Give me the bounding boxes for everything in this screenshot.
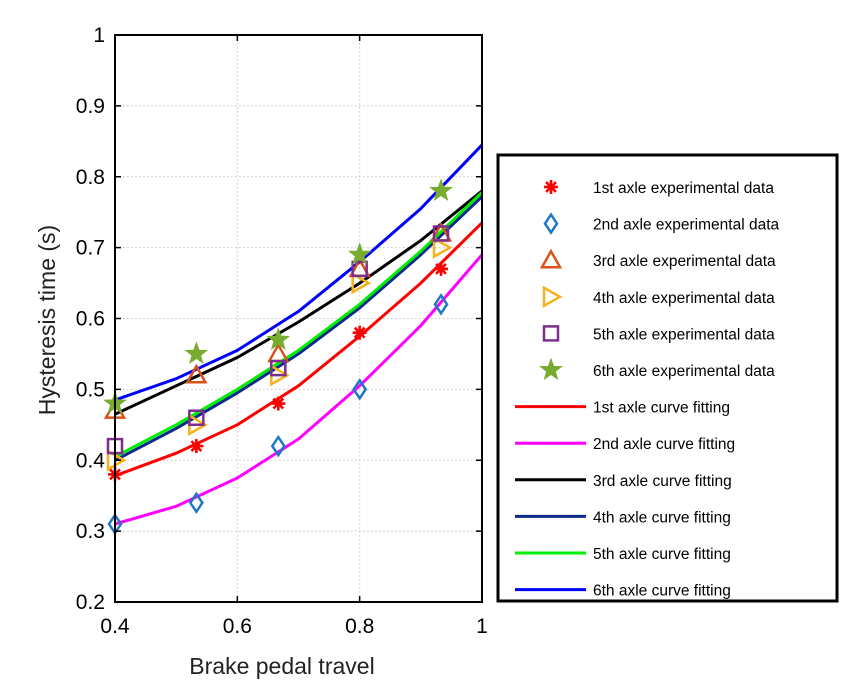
legend-marker-2 (543, 212, 559, 235)
legend-marker-3 (539, 248, 563, 269)
data-point-6 (347, 242, 372, 265)
y-tick-label: 0.3 (76, 520, 105, 543)
data-point-6 (429, 178, 453, 201)
legend-marker-6 (539, 357, 563, 381)
data-point-6 (266, 327, 291, 350)
y-axis-title: Hysteresis time (s) (34, 225, 60, 415)
fit-line-5 (114, 191, 484, 459)
y-tick-label: 0.8 (76, 166, 105, 189)
legend-label: 3rd axle experimental data (593, 253, 776, 270)
data-point-2 (352, 378, 368, 401)
fit-line-3 (114, 189, 483, 416)
axis-ticks: 0.4 0.6 0.8 1 0.2 0.3 0.4 0.5 0.6 0.7 0.8 0.9 1 (76, 24, 488, 638)
data-point-1 (352, 325, 367, 340)
y-tick-label: 0.6 (76, 308, 105, 331)
y-tick-label: 0.7 (76, 237, 105, 260)
fit-line-4 (114, 195, 484, 462)
legend-label: 2nd axle experimental data (593, 217, 780, 234)
data-point-1 (271, 396, 286, 411)
y-tick-label: 0.4 (76, 449, 106, 472)
legend-label: 3rd axle curve fitting (593, 473, 732, 490)
y-tick-label: 0.2 (76, 591, 105, 614)
legend-marker-5 (542, 325, 560, 342)
asterisk-core (547, 183, 555, 191)
data-point-2 (270, 434, 286, 458)
legend-label: 4th axle experimental data (593, 290, 775, 307)
legend-label: 1st axle experimental data (593, 180, 774, 197)
y-tick-label: 1 (93, 24, 105, 47)
fit-line-1 (114, 221, 484, 478)
asterisk-core (437, 265, 445, 273)
x-tick-label: 0.6 (223, 615, 252, 638)
legend-marker-1 (544, 180, 558, 194)
data-point-5 (188, 409, 205, 426)
y-tick-label: 0.9 (76, 95, 105, 118)
legend-label: 4th axle curve fitting (593, 509, 731, 526)
x-tick-label: 0.4 (100, 615, 130, 638)
x-axis-title: Brake pedal travel (189, 653, 374, 679)
fit-line-2 (114, 253, 484, 526)
data-point-4 (351, 271, 372, 295)
data-point-5 (351, 260, 368, 278)
data-point-2 (188, 491, 204, 515)
x-tick-label: 1 (476, 615, 488, 638)
asterisk-core (356, 329, 364, 337)
data-point-5 (270, 359, 287, 377)
x-tick-label: 0.8 (345, 615, 374, 638)
legend-marker-4 (542, 285, 563, 308)
legend-label: 1st axle curve fitting (593, 400, 730, 417)
data-point-3 (185, 363, 208, 384)
legend-label: 5th axle curve fitting (593, 546, 731, 563)
data-point-1 (434, 261, 449, 276)
asterisk-core (274, 400, 282, 408)
y-tick-label: 0.5 (76, 378, 105, 401)
legend-label: 5th axle experimental data (593, 326, 775, 343)
grid (115, 35, 482, 602)
data-point-2 (433, 293, 449, 316)
legend-label: 6th axle curve fitting (593, 583, 731, 600)
data-point-6 (184, 341, 209, 365)
fit-lines (114, 143, 484, 526)
data-point-4 (432, 236, 453, 259)
data-point-1 (189, 439, 204, 454)
legend-label: 2nd axle curve fitting (593, 436, 735, 453)
legend-label: 6th axle experimental data (593, 363, 775, 380)
fit-line-6 (114, 143, 484, 402)
data-point-5 (432, 225, 450, 242)
asterisk-core (192, 442, 200, 450)
legend: 1st axle experimental data 2nd axle exper… (496, 153, 839, 603)
